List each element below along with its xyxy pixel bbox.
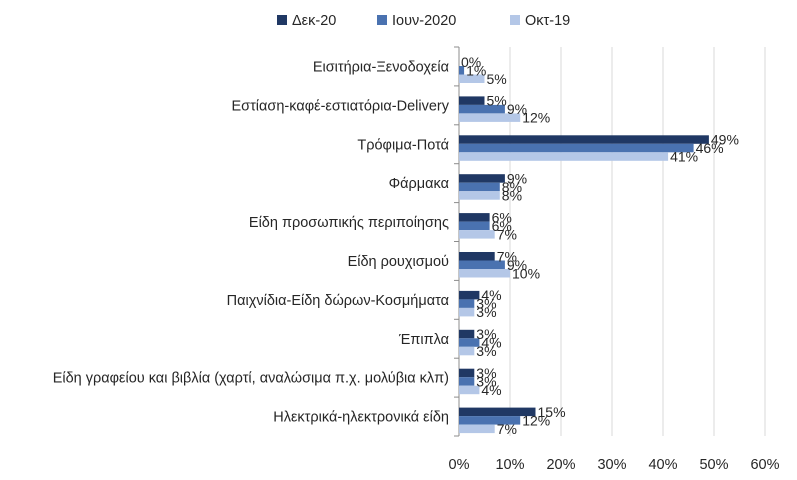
data-label: 46%: [696, 140, 724, 156]
legend: Δεκ-20 Ιουν-2020 Οκτ-19: [277, 13, 570, 29]
bars: [459, 66, 709, 434]
bar: [459, 368, 475, 378]
x-tick-label: 30%: [597, 457, 626, 473]
bar: [459, 424, 495, 434]
data-label: 3%: [476, 296, 496, 312]
data-label: 4%: [481, 287, 501, 303]
data-labels: 0%1%5%5%9%12%49%46%41%9%8%8%6%6%7%7%9%10…: [461, 54, 739, 437]
x-tick-label: 50%: [699, 457, 728, 473]
bar: [459, 182, 500, 192]
bar: [459, 307, 475, 317]
legend-label: Ιουν-2020: [392, 13, 456, 29]
bar: [459, 290, 480, 300]
category-label: Εισιτήρια-Ξενοδοχεία: [313, 59, 449, 75]
category-label: Είδη ρουχισμού: [348, 254, 449, 270]
data-label: 7%: [497, 421, 517, 437]
data-label: 4%: [481, 382, 501, 398]
bar: [459, 152, 669, 161]
legend-label: Οκτ-19: [525, 13, 570, 29]
data-label: 7%: [497, 226, 517, 242]
legend-swatch: [277, 15, 287, 25]
data-label: 8%: [502, 187, 522, 203]
data-label: 6%: [492, 209, 512, 225]
category-label: Είδη γραφείου και βιβλία (χαρτί, αναλώσι…: [53, 371, 449, 387]
data-label: 6%: [492, 218, 512, 234]
category-label: Ηλεκτρικά-ηλεκτρονικά είδη: [273, 410, 449, 426]
data-label: 3%: [476, 343, 496, 359]
value-axis: 0% 10% 20% 30% 40% 50% 60%: [449, 457, 780, 473]
bar: [459, 113, 521, 122]
bar: [459, 74, 485, 83]
bar: [459, 346, 475, 356]
data-label: 9%: [507, 257, 527, 273]
bar: [459, 213, 490, 222]
data-label: 12%: [522, 412, 550, 428]
legend-label: Δεκ-20: [292, 13, 336, 29]
data-label: 0%: [461, 54, 481, 70]
category-label: Έπιπλα: [398, 332, 449, 348]
category-label: Εστίαση-καφέ-εστιατόρια-Delivery: [231, 98, 449, 114]
x-tick-label: 60%: [750, 457, 779, 473]
legend-swatch: [510, 15, 520, 25]
data-label: 15%: [538, 404, 566, 420]
bar: [459, 377, 475, 386]
data-label: 9%: [507, 170, 527, 186]
category-label: Είδη προσωπικής περιποίησης: [249, 215, 449, 231]
data-label: 12%: [522, 110, 550, 126]
bar: [459, 143, 694, 153]
x-tick-label: 40%: [648, 457, 677, 473]
bar: [459, 385, 480, 395]
bar: [459, 66, 465, 75]
bar: [459, 416, 521, 425]
x-tick-label: 0%: [449, 457, 470, 473]
bar: [459, 260, 505, 269]
category-label: Τρόφιμα-Ποτά: [357, 137, 449, 153]
bar: [459, 252, 495, 261]
data-label: 4%: [481, 335, 501, 351]
bar: [459, 299, 475, 308]
bar: [459, 135, 709, 144]
bar: [459, 174, 505, 183]
category-label: Φάρμακα: [389, 176, 449, 192]
bar: [459, 407, 536, 417]
data-label: 3%: [476, 365, 496, 381]
bar: [459, 104, 505, 114]
x-tick-label: 20%: [546, 457, 575, 473]
bar: [459, 329, 475, 339]
bar: [459, 191, 500, 200]
gridlines: [458, 47, 766, 436]
bar: [459, 221, 490, 231]
category-label: Παιχνίδια-Είδη δώρων-Κοσμήματα: [227, 293, 449, 309]
legend-swatch: [377, 15, 387, 25]
bar: [459, 230, 495, 239]
data-label: 9%: [507, 101, 527, 117]
x-tick-label: 10%: [495, 457, 524, 473]
data-label: 3%: [476, 304, 496, 320]
data-label: 3%: [476, 373, 496, 389]
data-label: 41%: [670, 149, 698, 165]
data-label: 3%: [476, 326, 496, 342]
category-axis: Εισιτήρια-Ξενοδοχεία Εστίαση-καφέ-εστιατό…: [53, 46, 460, 437]
data-label: 5%: [487, 71, 507, 87]
data-label: 1%: [466, 62, 486, 78]
data-label: 10%: [512, 265, 540, 281]
bar: [459, 338, 480, 347]
data-label: 8%: [502, 179, 522, 195]
bar: [459, 269, 510, 278]
data-label: 49%: [711, 132, 739, 148]
data-label: 5%: [487, 93, 507, 109]
data-label: 7%: [497, 248, 517, 264]
bar: [459, 96, 485, 105]
